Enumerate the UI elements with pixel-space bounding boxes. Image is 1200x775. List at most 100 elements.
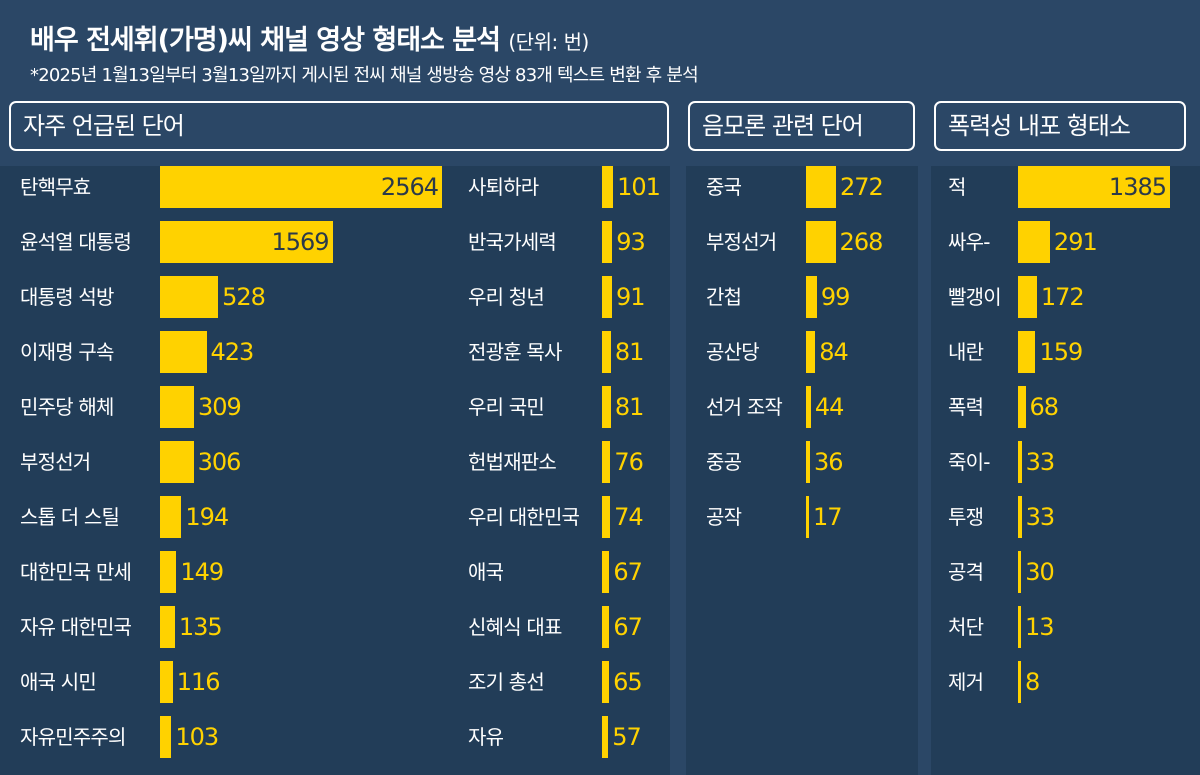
category-label: 제거 [948, 670, 984, 694]
bar-row-frequent: 애국 시민 116 [0, 658, 1200, 706]
bar-row-frequent: 윤석열 대통령 1569 [0, 218, 1200, 266]
value-label: 99 [820, 283, 851, 311]
category-label: 전광훈 목사 [468, 340, 562, 364]
category-label: 처단 [948, 615, 984, 639]
category-label: 우리 청년 [468, 285, 545, 309]
value-label: 103 [175, 723, 219, 751]
category-label: 부정선거 [20, 450, 91, 474]
category-label: 윤석열 대통령 [20, 230, 132, 254]
bar-row-frequent: 헌법재판소 76 [0, 438, 1200, 486]
bar [602, 221, 613, 263]
category-label: 중국 [706, 175, 742, 199]
bar-row-frequent: 민주당 해체 309 [0, 383, 1200, 431]
bar-row-frequent: 이재명 구속 423 [0, 328, 1200, 376]
bar [806, 496, 809, 538]
bar-row-conspiracy: 중국 272 [0, 163, 1200, 211]
value-label: 272 [840, 173, 884, 201]
value-label: 44 [814, 393, 845, 421]
bar-row-violence: 제거 8 [0, 658, 1200, 706]
bar-row-violence: 싸우- 291 [0, 218, 1200, 266]
bar-row-violence: 폭력 68 [0, 383, 1200, 431]
bar [602, 661, 610, 703]
category-label: 적 [948, 175, 966, 199]
value-label: 159 [1039, 338, 1083, 366]
value-label: 194 [185, 503, 229, 531]
unit-label: (단위: 번) [508, 30, 589, 54]
bar-row-violence: 내란 159 [0, 328, 1200, 376]
category-label: 우리 대한민국 [468, 505, 580, 529]
bar [602, 441, 611, 483]
bar [602, 166, 614, 208]
bar [160, 386, 194, 428]
category-label: 간첩 [706, 285, 742, 309]
bar-row-frequent: 애국 67 [0, 548, 1200, 596]
bar-row-frequent: 자유 대한민국 135 [0, 603, 1200, 651]
bar [602, 496, 611, 538]
category-label: 신혜식 대표 [468, 615, 562, 639]
value-label: 74 [614, 503, 644, 531]
bar-row-frequent: 대한민국 만세 149 [0, 548, 1200, 596]
panel-frequent-words [0, 166, 670, 775]
bar [160, 716, 172, 758]
bar-row-frequent: 사퇴하라 101 [0, 163, 1200, 211]
bar [1018, 606, 1021, 648]
bar [602, 551, 610, 593]
bar [160, 551, 177, 593]
bar [1018, 221, 1050, 263]
bar-row-conspiracy: 부정선거 268 [0, 218, 1200, 266]
category-label: 내란 [948, 340, 984, 364]
bar-row-frequent: 우리 대한민국 74 [0, 493, 1200, 541]
header-frequent-words: 자주 언급된 단어 [9, 101, 669, 151]
value-label: 1385 [1108, 173, 1167, 201]
category-label: 중공 [706, 450, 742, 474]
category-label: 이재명 구속 [20, 340, 114, 364]
category-label: 자유민주주의 [20, 725, 126, 749]
bar-row-conspiracy: 간첩 99 [0, 273, 1200, 321]
category-label: 대한민국 만세 [20, 560, 132, 584]
value-label: 17 [813, 503, 843, 531]
value-label: 306 [197, 448, 242, 476]
value-label: 2564 [380, 173, 439, 201]
bar-row-frequent: 전광훈 목사 81 [0, 328, 1200, 376]
category-label: 애국 [468, 560, 504, 584]
value-label: 268 [839, 228, 884, 256]
bar [1018, 331, 1036, 373]
bar-row-conspiracy: 공작 17 [0, 493, 1200, 541]
bar [160, 606, 175, 648]
bar [160, 496, 182, 538]
category-label: 공산당 [706, 340, 760, 364]
value-label: 149 [180, 558, 224, 586]
bar [1018, 441, 1022, 483]
bar-row-frequent: 탄핵무효 2564 [0, 163, 1200, 211]
bar [1018, 496, 1022, 538]
bar-row-violence: 처단 13 [0, 603, 1200, 651]
bar-row-violence: 공격 30 [0, 548, 1200, 596]
bar-row-violence: 빨갱이 172 [0, 273, 1200, 321]
header-conspiracy-words: 음모론 관련 단어 [688, 101, 915, 151]
category-label: 자유 [468, 725, 504, 749]
header-violence-morphemes: 폭력성 내포 형태소 [934, 101, 1186, 151]
bar-row-frequent: 조기 총선 65 [0, 658, 1200, 706]
value-label: 76 [614, 448, 644, 476]
category-label: 죽이- [948, 450, 990, 474]
category-label: 민주당 해체 [20, 395, 114, 419]
value-label: 67 [613, 558, 643, 586]
category-label: 스톱 더 스틸 [20, 505, 120, 529]
category-label: 반국가세력 [468, 230, 557, 254]
bar [160, 331, 207, 373]
bar-row-conspiracy: 선거 조작 44 [0, 383, 1200, 431]
bar-row-violence: 죽이- 33 [0, 438, 1200, 486]
value-label: 291 [1053, 228, 1098, 256]
value-label: 81 [614, 393, 645, 421]
bar-row-frequent: 스톱 더 스틸 194 [0, 493, 1200, 541]
bar [1018, 276, 1037, 318]
bar [1018, 551, 1022, 593]
bar-row-conspiracy: 중공 36 [0, 438, 1200, 486]
category-label: 선거 조작 [706, 395, 783, 419]
bar [160, 276, 219, 318]
value-label: 30 [1025, 558, 1055, 586]
value-label: 13 [1025, 613, 1055, 641]
category-label: 헌법재판소 [468, 450, 557, 474]
value-label: 91 [616, 283, 646, 311]
value-label: 8 [1025, 668, 1040, 696]
